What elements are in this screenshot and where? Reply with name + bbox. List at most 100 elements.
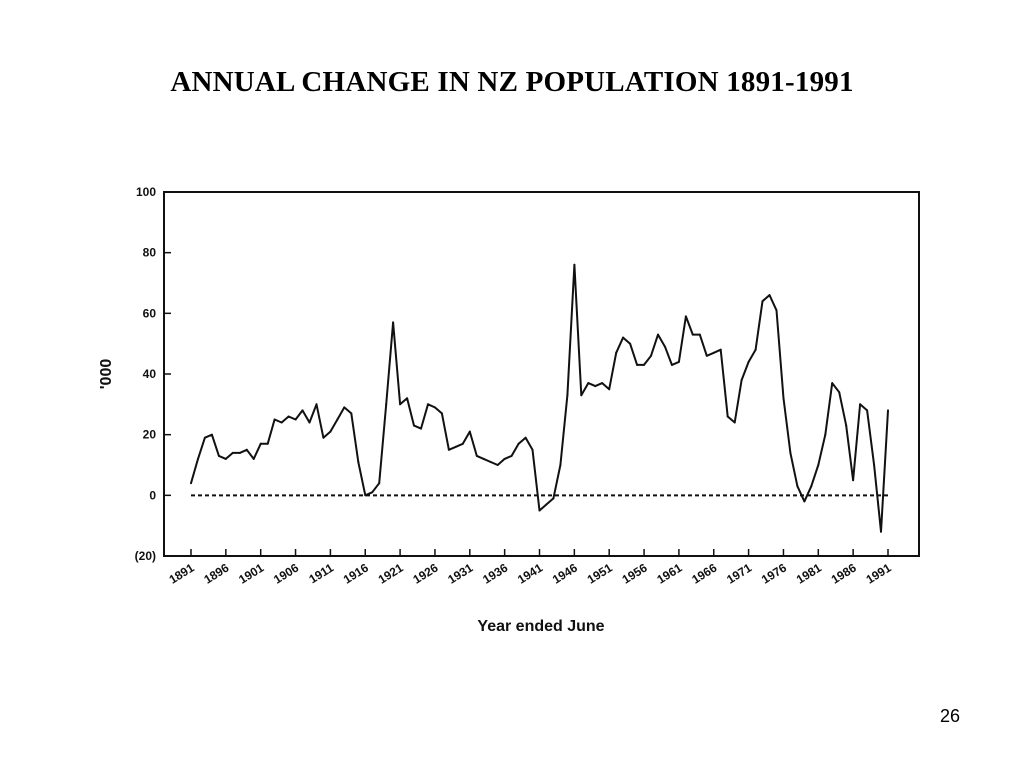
x-tick-label: 1946: [550, 561, 580, 587]
data-point: [217, 454, 220, 457]
data-point: [733, 421, 736, 424]
data-point: [322, 436, 325, 439]
data-point: [266, 442, 269, 445]
data-point: [608, 388, 611, 391]
data-point: [796, 485, 799, 488]
data-point: [301, 409, 304, 412]
data-point: [385, 403, 388, 406]
data-point: [859, 403, 862, 406]
x-tick-label: 1891: [167, 561, 197, 587]
data-point: [252, 457, 255, 460]
x-tick-label: 1941: [515, 561, 545, 587]
y-tick-label: 20: [143, 428, 157, 442]
page-number: 26: [939, 706, 961, 726]
data-point: [629, 342, 632, 345]
data-point: [315, 403, 318, 406]
data-point: [406, 397, 409, 400]
x-tick-label: 1971: [724, 561, 754, 587]
data-point: [210, 433, 213, 436]
data-point: [761, 300, 764, 303]
x-axis-ticks: 1891 1896 1901 1906 1911 1916 1921 1926 1931 1936…: [167, 549, 894, 587]
data-point: [817, 464, 820, 466]
data-point: [447, 448, 450, 451]
x-tick-label: 1901: [236, 561, 266, 587]
plot-frame: [163, 191, 920, 557]
data-point: [650, 354, 652, 357]
x-tick-label: 1926: [410, 561, 440, 587]
x-tick-label: 1936: [480, 561, 510, 587]
data-point: [726, 415, 729, 418]
data-point: [329, 430, 332, 433]
y-axis-ticks: 100 80 60 40 20 0 (20): [135, 185, 171, 563]
data-point: [280, 421, 283, 424]
data-point: [308, 421, 311, 424]
data-point: [831, 382, 834, 385]
data-point: [838, 391, 841, 394]
data-point: [880, 530, 882, 533]
y-tick-label: 60: [143, 306, 157, 320]
data-point: [559, 464, 562, 466]
data-point: [468, 430, 471, 433]
data-point: [294, 418, 297, 421]
data-point: [461, 442, 464, 445]
data-point: [747, 360, 750, 363]
data-point: [531, 448, 534, 451]
data-point: [496, 464, 499, 466]
data-point: [357, 461, 360, 463]
data-point: [287, 415, 290, 418]
x-tick-label: 1951: [585, 561, 615, 587]
data-point: [866, 409, 869, 412]
data-point: [231, 451, 234, 454]
data-point: [371, 491, 374, 494]
data-point: [427, 403, 429, 406]
data-point: [601, 382, 604, 385]
data-point: [573, 263, 576, 266]
data-point: [698, 333, 701, 336]
data-point: [378, 482, 381, 485]
data-point: [684, 315, 687, 318]
x-tick-label: 1916: [341, 561, 371, 587]
data-point: [873, 464, 876, 466]
x-tick-label: 1961: [654, 561, 684, 587]
data-point: [273, 418, 276, 421]
data-point: [489, 461, 492, 463]
data-point: [664, 345, 666, 348]
data-point: [643, 363, 645, 366]
data-point: [454, 445, 457, 448]
data-point: [238, 451, 241, 454]
data-point: [580, 394, 583, 397]
data-point: [190, 482, 192, 485]
data-point: [657, 333, 659, 336]
data-point: [245, 448, 248, 451]
data-point: [224, 457, 227, 460]
data-point: [852, 479, 855, 482]
y-tick-label: 40: [143, 367, 157, 381]
x-tick-label: 1991: [864, 561, 894, 587]
x-tick-label: 1931: [445, 561, 475, 587]
x-tick-label: 1976: [759, 561, 789, 587]
data-point: [482, 457, 485, 460]
data-point: [705, 354, 708, 357]
data-point: [392, 321, 395, 324]
data-point: [364, 494, 367, 497]
data-point: [399, 403, 402, 406]
data-point: [740, 379, 743, 382]
data-point: [552, 497, 555, 500]
data-point: [336, 418, 339, 421]
data-point: [350, 412, 353, 415]
data-point: [259, 442, 262, 445]
y-tick-label: 100: [136, 185, 156, 199]
x-tick-label: 1906: [271, 561, 301, 587]
data-point: [768, 294, 771, 297]
x-tick-label: 1981: [794, 561, 824, 587]
data-point: [677, 360, 680, 363]
data-point: [712, 351, 715, 354]
data-point: [594, 385, 597, 388]
data-point: [789, 451, 792, 454]
data-point: [615, 351, 618, 354]
data-point: [775, 309, 778, 312]
data-point: [719, 348, 722, 351]
data-point: [636, 363, 639, 366]
data-point: [887, 409, 889, 412]
data-point: [845, 424, 848, 427]
